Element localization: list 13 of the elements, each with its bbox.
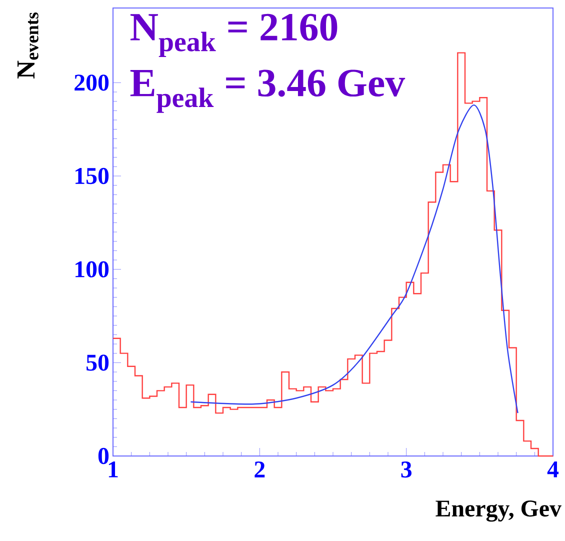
x-axis-title: Energy, Gev	[436, 500, 562, 522]
y-axis-title: N$_{events}$	[18, 12, 38, 79]
x-tick-label: 3	[401, 462, 412, 478]
x-tick-label: 1	[108, 462, 118, 478]
y-tick-label: 200	[74, 74, 109, 91]
x-tick-label: 2	[254, 462, 265, 478]
annotation: E$_{peak}$ = 3.46 Gev	[130, 70, 406, 113]
annotation: N$_{peak}$ = 2160	[130, 14, 338, 58]
y-tick-label: 0	[98, 448, 109, 464]
y-tick-label: 150	[76, 168, 109, 184]
y-tick-label: 100	[76, 261, 109, 278]
x-tick-label: 4	[547, 462, 559, 478]
y-tick-label: 50	[86, 354, 109, 371]
